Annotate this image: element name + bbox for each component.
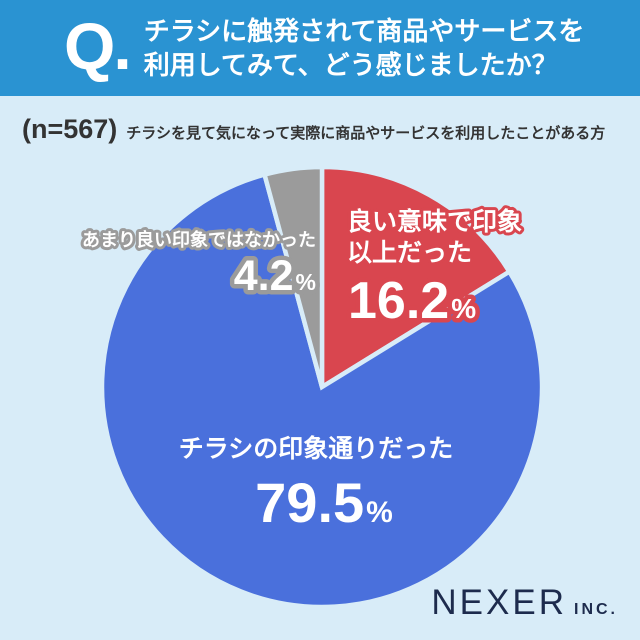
slice-value-as-expected-unit: % bbox=[366, 496, 393, 529]
subtitle-row: (n=567) チラシを見て気になって実際に商品やサービスを利用したことがある方 bbox=[22, 114, 622, 145]
pie-slice-not-good-impression bbox=[261, 164, 325, 388]
slice-value-better-unit: % bbox=[451, 293, 476, 324]
brand-suffix: INC. bbox=[574, 601, 618, 618]
question-line-2: 利用してみて、どう感じましたか？ bbox=[143, 50, 558, 80]
slice-value-not-good: 4.2% bbox=[234, 252, 316, 300]
slice-value-better: 16.2% bbox=[348, 272, 476, 330]
sample-size-label: (n=567) bbox=[22, 114, 118, 144]
slice-value-not-good-number: 4.2 bbox=[234, 252, 294, 300]
sample-description: チラシを見て気になって実際に商品やサービスを利用したことがある方 bbox=[126, 125, 606, 142]
brand-logo: NEXER INC. bbox=[431, 583, 618, 623]
slice-value-as-expected-number: 79.5 bbox=[255, 471, 364, 534]
slice-label-better-line1: 良い意味で印象 bbox=[347, 207, 522, 236]
slice-label-better-line2: 以上だった bbox=[347, 239, 472, 267]
slice-label-not-good: あまり良い印象ではなかった bbox=[82, 229, 316, 250]
pie-slice-better-than-expected bbox=[319, 164, 513, 392]
pie-slice-as-expected bbox=[99, 171, 545, 610]
question-mark-label: Q. bbox=[64, 9, 132, 83]
brand-name: NEXER bbox=[431, 583, 567, 622]
header-band: Q. チラシに触発されて商品やサービスを 利用してみて、どう感じましたか？ bbox=[0, 0, 640, 96]
slice-value-as-expected: 79.5% bbox=[255, 471, 393, 534]
question-text: チラシに触発されて商品やサービスを 利用してみて、どう感じましたか？ bbox=[144, 14, 585, 82]
slice-value-not-good-unit: % bbox=[296, 269, 316, 295]
slice-label-as-expected: チラシの印象通りだった bbox=[179, 435, 454, 463]
question-line-1: チラシに触発されて商品やサービスを bbox=[143, 16, 585, 46]
slice-value-better-number: 16.2 bbox=[348, 272, 449, 330]
